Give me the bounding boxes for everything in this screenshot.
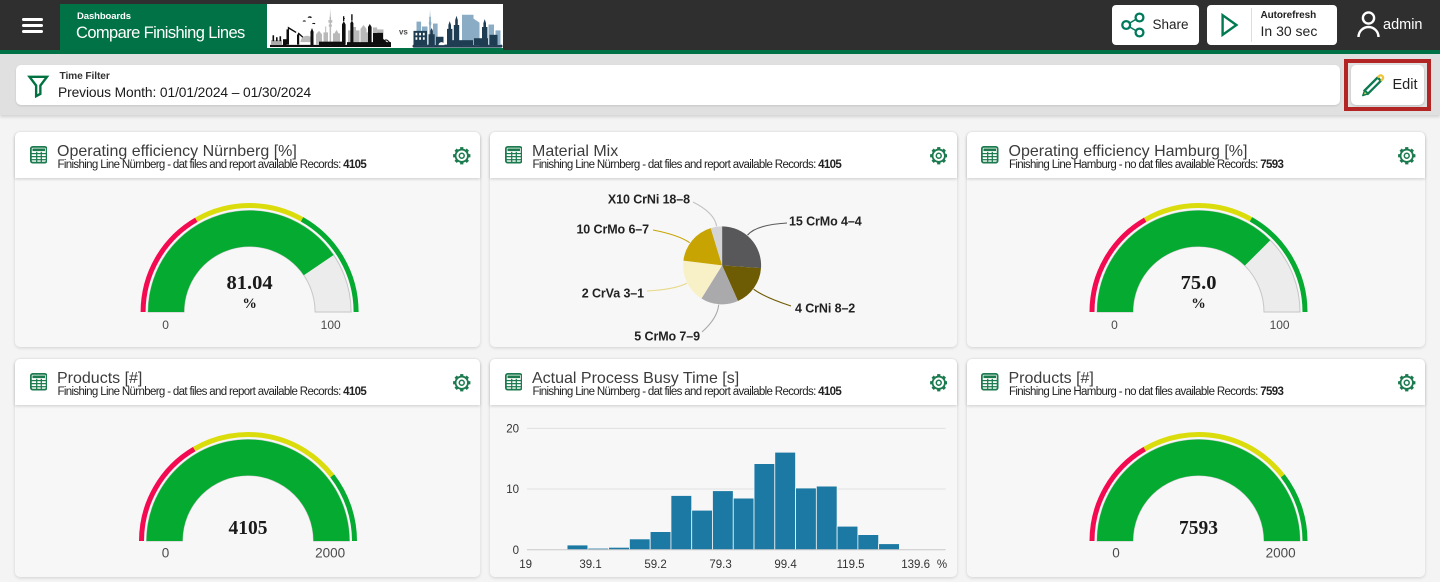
svg-text:79.3: 79.3 bbox=[709, 559, 731, 571]
svg-text:2 CrVa 3–1: 2 CrVa 3–1 bbox=[582, 287, 644, 301]
svg-text:5 CrMo 7–9: 5 CrMo 7–9 bbox=[634, 330, 700, 344]
svg-text:99.4: 99.4 bbox=[774, 559, 797, 571]
svg-text:20: 20 bbox=[506, 423, 519, 435]
svg-text:100: 100 bbox=[321, 318, 341, 332]
svg-text:15 CrMo 4–4: 15 CrMo 4–4 bbox=[789, 215, 862, 229]
svg-text:39.1: 39.1 bbox=[579, 559, 601, 571]
svg-text:X10 CrNi 18–8: X10 CrNi 18–8 bbox=[608, 193, 690, 207]
svg-text:119.5: 119.5 bbox=[837, 559, 865, 571]
svg-text:139.6: 139.6 bbox=[901, 559, 930, 571]
svg-text:81.04: 81.04 bbox=[227, 272, 273, 294]
svg-text:%: % bbox=[937, 559, 947, 571]
svg-text:0: 0 bbox=[162, 318, 169, 332]
svg-text:59.2: 59.2 bbox=[644, 559, 666, 571]
svg-text:4 CrNi 8–2: 4 CrNi 8–2 bbox=[795, 302, 855, 316]
svg-text:10: 10 bbox=[506, 484, 519, 496]
svg-text:7593: 7593 bbox=[1179, 518, 1218, 539]
svg-text:0: 0 bbox=[1111, 318, 1118, 332]
svg-text:vs: vs bbox=[399, 27, 409, 36]
svg-text:%: % bbox=[1191, 296, 1206, 312]
svg-text:19: 19 bbox=[519, 559, 532, 571]
svg-text:0: 0 bbox=[513, 545, 519, 557]
svg-text:0: 0 bbox=[162, 546, 170, 561]
svg-text:4105: 4105 bbox=[229, 518, 268, 539]
svg-text:2000: 2000 bbox=[1265, 546, 1295, 561]
svg-text:%: % bbox=[242, 296, 257, 312]
svg-text:2000: 2000 bbox=[315, 546, 345, 561]
svg-text:75.0: 75.0 bbox=[1180, 272, 1216, 294]
svg-text:0: 0 bbox=[1112, 546, 1120, 561]
svg-text:100: 100 bbox=[1269, 318, 1289, 332]
svg-text:10 CrMo 6–7: 10 CrMo 6–7 bbox=[576, 223, 649, 237]
